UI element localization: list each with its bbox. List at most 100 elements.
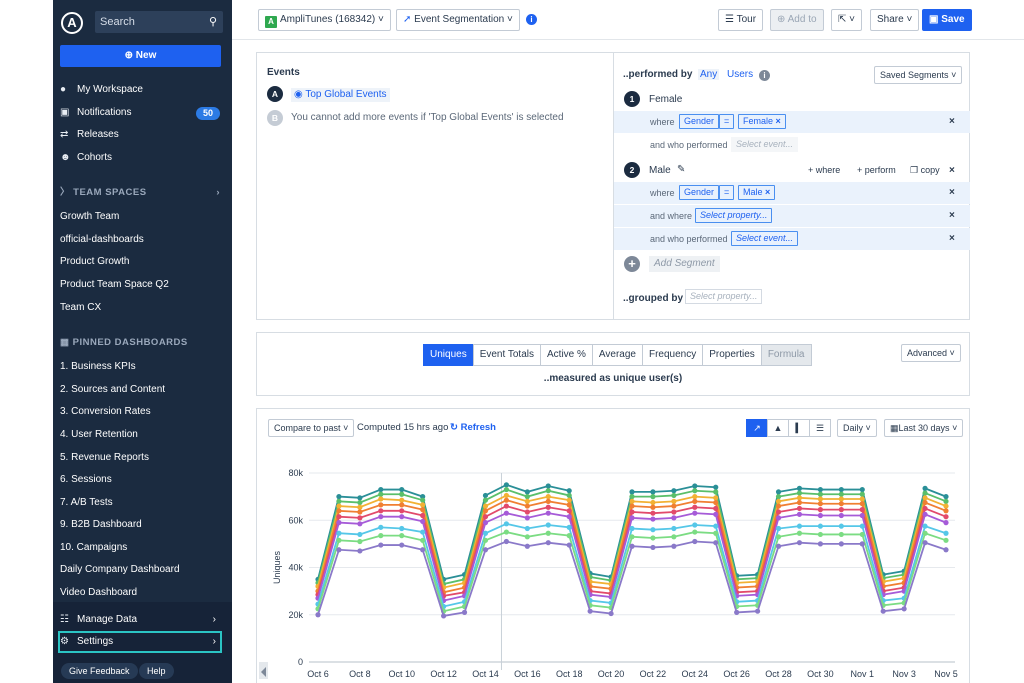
data-point — [817, 507, 824, 513]
segment-2-name[interactable]: Male — [649, 165, 671, 176]
team-space-item[interactable]: official-dashboards — [60, 234, 144, 245]
data-point — [650, 489, 656, 495]
pinned-dashboard-item[interactable]: Video Dashboard — [60, 587, 138, 598]
data-point — [796, 511, 803, 517]
close-icon[interactable]: × — [949, 165, 955, 176]
line-chart[interactable]: 0 20k 40k 60k 80k Uniques Oct 6 Oct 8 Oct 10 Oct … — [257, 409, 969, 679]
chevron-down-icon: ˅ — [343, 423, 349, 433]
data-point — [629, 543, 635, 549]
team-space-item[interactable]: Product Growth — [60, 256, 130, 267]
refresh-button[interactable]: ↻ Refresh — [450, 422, 496, 433]
event-a-selector[interactable]: ◉ Top Global Events — [291, 88, 390, 102]
team-space-item[interactable]: Growth Team — [60, 211, 120, 222]
pinned-dashboard-item[interactable]: 1. Business KPIs — [60, 361, 136, 372]
team-spaces-header[interactable]: 〉 TEAM SPACES › — [60, 185, 220, 201]
data-point — [859, 486, 865, 493]
add-segment-button[interactable]: Add Segment — [649, 256, 720, 272]
copy-label: copy — [920, 165, 940, 175]
add-where-button[interactable]: + where — [808, 165, 841, 175]
remove-icon[interactable]: × — [765, 187, 771, 197]
save-button[interactable]: ▣ Save — [922, 9, 972, 31]
data-point — [545, 483, 551, 489]
saved-segments-label: Saved Segments — [880, 70, 949, 80]
sidebar-item-manage-data[interactable]: ☷ Manage Data › — [60, 611, 220, 629]
sidebar-item-cohorts[interactable]: ☻ Cohorts — [60, 149, 220, 167]
data-point — [859, 512, 865, 519]
value-chip-male[interactable]: Male × — [738, 185, 776, 200]
project-selector[interactable]: A AmpliTunes (168342) ˅ — [258, 9, 391, 31]
tab-uniques[interactable]: Uniques — [423, 344, 474, 366]
add-to-button[interactable]: ⊕ Add to — [770, 9, 824, 31]
pinned-dashboard-item[interactable]: 7. A/B Tests — [60, 497, 113, 508]
add-to-label: Add to — [787, 14, 817, 25]
pinned-dashboard-item[interactable]: 6. Sessions — [60, 474, 112, 485]
pinned-dashboard-item[interactable]: Daily Company Dashboard — [60, 564, 180, 575]
value-chip-female[interactable]: Female × — [738, 114, 786, 129]
tour-button[interactable]: ☰ Tour — [718, 9, 764, 31]
add-perform-button[interactable]: + perform — [857, 165, 896, 175]
close-icon[interactable]: × — [949, 187, 955, 198]
pencil-icon[interactable]: ✎ — [677, 164, 686, 175]
new-button[interactable]: ⊕ New — [60, 45, 221, 67]
tab-average[interactable]: Average — [591, 344, 643, 366]
tab-event-totals[interactable]: Event Totals — [472, 344, 541, 366]
give-feedback-button[interactable]: Give Feedback — [61, 663, 138, 679]
data-point — [420, 529, 426, 535]
group-by-property-select[interactable]: Select property... — [685, 289, 763, 304]
sidebar-item-settings[interactable]: ⚙ Settings › — [60, 633, 220, 651]
select-event-chip[interactable]: Select event... — [731, 231, 799, 246]
export-button[interactable]: ⇱ ˅ — [831, 9, 863, 31]
data-point — [566, 524, 572, 530]
info-icon[interactable]: i — [759, 70, 770, 81]
pinned-dashboard-item[interactable]: 4. User Retention — [60, 429, 138, 440]
add-segment-plus-icon[interactable]: + — [624, 256, 640, 272]
data-point — [859, 541, 865, 547]
sidebar-item-my-workspace[interactable]: ● My Workspace — [60, 81, 220, 99]
operator-chip[interactable]: = — [719, 185, 735, 200]
any-toggle[interactable]: Any — [698, 69, 720, 80]
data-point — [817, 486, 824, 493]
property-chip-gender[interactable]: Gender — [679, 185, 720, 200]
tab-frequency[interactable]: Frequency — [641, 344, 704, 366]
close-icon[interactable]: × — [949, 116, 955, 127]
copy-segment-button[interactable]: ❐ copy — [910, 165, 940, 176]
compare-to-past-dropdown[interactable]: Compare to past ˅ — [268, 419, 355, 437]
info-icon[interactable]: i — [526, 14, 537, 25]
table-view-button[interactable]: ☰ — [809, 419, 831, 437]
amplitude-logo[interactable]: A — [61, 12, 83, 34]
date-range-dropdown[interactable]: ▦Last 30 days ˅ — [884, 419, 964, 437]
sidebar-item-label: Cohorts — [77, 152, 113, 163]
close-icon[interactable]: × — [949, 210, 955, 221]
team-space-item[interactable]: Product Team Space Q2 — [60, 279, 169, 290]
tab-properties[interactable]: Properties — [702, 344, 762, 366]
pinned-dashboard-item[interactable]: 2. Sources and Content — [60, 384, 166, 395]
help-button[interactable]: Help — [139, 663, 174, 679]
saved-segments-dropdown[interactable]: Saved Segments ˅ — [874, 66, 963, 84]
remove-icon[interactable]: × — [775, 116, 781, 126]
data-point — [566, 533, 572, 539]
interval-dropdown[interactable]: Daily ˅ — [837, 419, 877, 437]
pinned-dashboard-item[interactable]: 5. Revenue Reports — [60, 452, 149, 463]
team-space-item[interactable]: Team CX — [60, 302, 102, 313]
sidebar-item-releases[interactable]: ⇄ Releases — [60, 126, 220, 144]
select-event-placeholder[interactable]: Select event... — [731, 137, 799, 152]
tab-formula[interactable]: Formula — [760, 344, 812, 366]
operator-chip[interactable]: = — [719, 114, 735, 129]
select-property-chip[interactable]: Select property... — [695, 208, 773, 223]
sidebar-item-notifications[interactable]: ▣ Notifications 50 — [60, 104, 220, 122]
search-icon[interactable]: ⚲ — [208, 16, 217, 28]
pinned-dashboard-item[interactable]: 9. B2B Dashboard — [60, 519, 142, 530]
data-point — [859, 531, 865, 538]
users-toggle[interactable]: Users — [727, 69, 754, 80]
chart-type-selector[interactable]: ➚ Event Segmentation ˅ — [396, 9, 520, 31]
share-button[interactable]: Share ˅ — [870, 9, 920, 31]
pinned-dashboard-item[interactable]: 3. Conversion Rates — [60, 406, 151, 417]
segment-1-name[interactable]: Female — [649, 94, 683, 105]
copy-icon: ❐ — [910, 165, 919, 175]
tab-active-percent[interactable]: Active % — [540, 344, 593, 366]
pinned-dashboard-item[interactable]: 10. Campaigns — [60, 542, 128, 553]
advanced-dropdown[interactable]: Advanced ˅ — [901, 344, 961, 362]
property-chip-gender[interactable]: Gender — [679, 114, 720, 129]
sidebar-search[interactable]: Search ⚲ — [95, 11, 223, 33]
close-icon[interactable]: × — [949, 233, 955, 244]
